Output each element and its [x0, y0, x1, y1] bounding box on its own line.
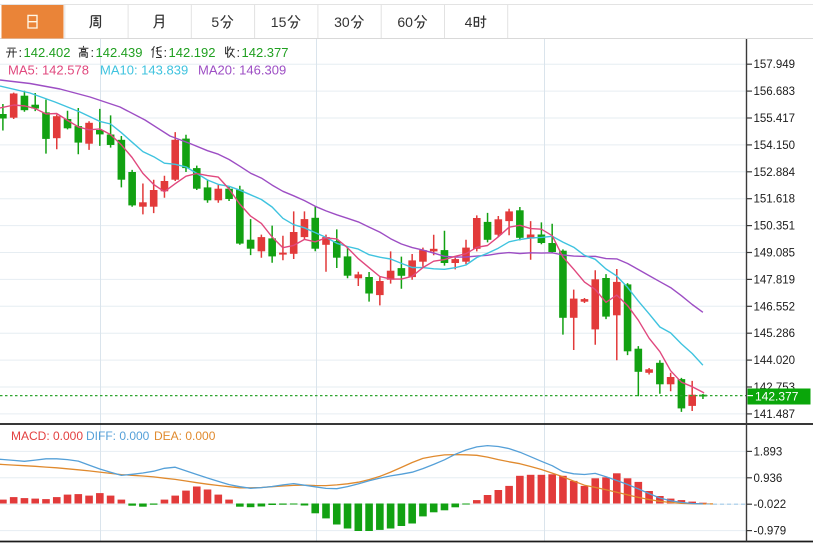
svg-text:DIFF: 0.000: DIFF: 0.000	[86, 429, 150, 443]
svg-text:-0.022: -0.022	[754, 499, 787, 511]
svg-text::: :	[164, 45, 168, 60]
svg-text:142.192: 142.192	[169, 45, 216, 60]
svg-text:155.417: 155.417	[754, 113, 796, 125]
svg-text:144.020: 144.020	[754, 355, 796, 367]
svg-text:4: 4	[465, 14, 473, 30]
svg-text:157.949: 157.949	[754, 59, 796, 71]
svg-text:5: 5	[211, 14, 219, 30]
svg-text:151.618: 151.618	[754, 194, 796, 206]
svg-text:142.377: 142.377	[242, 45, 289, 60]
svg-text:MA20: 146.309: MA20: 146.309	[198, 63, 286, 78]
svg-text:142.402: 142.402	[24, 45, 71, 60]
svg-text:154.150: 154.150	[754, 140, 796, 152]
svg-text:30: 30	[334, 14, 350, 30]
svg-text:MA5: 142.578: MA5: 142.578	[8, 63, 89, 78]
svg-text:60: 60	[397, 14, 413, 30]
svg-text:-0.979: -0.979	[754, 526, 787, 538]
svg-text::: :	[19, 45, 23, 60]
svg-text:149.085: 149.085	[754, 248, 796, 260]
svg-text:152.884: 152.884	[754, 167, 796, 179]
svg-text:142.377: 142.377	[755, 389, 799, 403]
svg-text:141.487: 141.487	[754, 409, 796, 421]
svg-text:DEA: 0.000: DEA: 0.000	[154, 429, 216, 443]
svg-text:15: 15	[271, 14, 287, 30]
svg-text::: :	[91, 45, 95, 60]
svg-text:156.683: 156.683	[754, 86, 796, 98]
svg-text:147.819: 147.819	[754, 274, 796, 286]
svg-text:150.351: 150.351	[754, 221, 796, 233]
svg-text:MACD: 0.000: MACD: 0.000	[11, 429, 83, 443]
svg-text:142.439: 142.439	[96, 45, 143, 60]
svg-text:0.936: 0.936	[754, 473, 783, 485]
svg-text:1.893: 1.893	[754, 446, 783, 458]
svg-text::: :	[237, 45, 241, 60]
svg-text:MA10: 143.839: MA10: 143.839	[100, 63, 188, 78]
svg-text:145.286: 145.286	[754, 328, 796, 340]
svg-text:146.552: 146.552	[754, 301, 796, 313]
